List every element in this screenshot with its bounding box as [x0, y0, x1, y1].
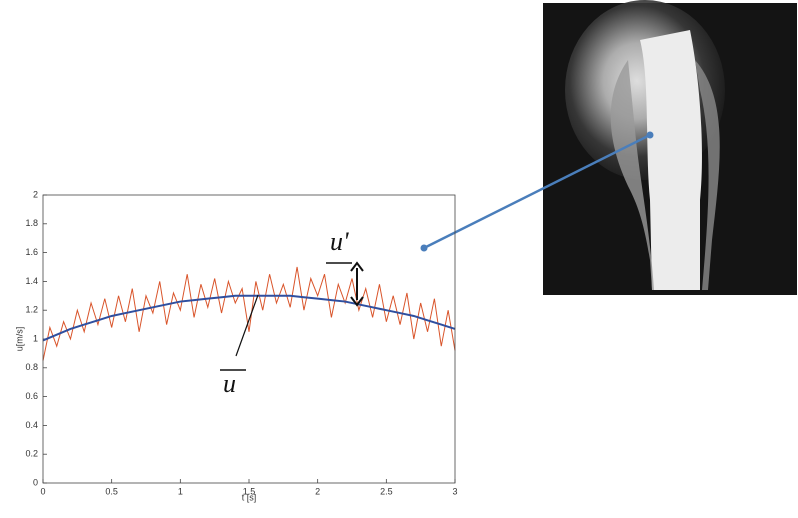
jet-photo: [543, 0, 797, 295]
y-tick-label: 0.8: [25, 362, 38, 372]
y-tick-label: 1.4: [25, 276, 38, 286]
connector-line: [423, 133, 651, 250]
y-tick-label: 0: [33, 477, 38, 487]
y-tick-label: 2: [33, 189, 38, 199]
x-tick-label: 1.5: [243, 486, 256, 496]
annotation-pointer: [235, 294, 259, 357]
plot: 0 0.5 1 1.5 2 2.5 3 0 0.2 0.4 0.6 0.8 1 1.2 1.4 1.6 1.8 2: [25, 189, 457, 496]
x-tick-label: 2.5: [380, 486, 393, 496]
connector-dot: [420, 244, 428, 252]
plot-frame: [42, 194, 456, 484]
x-tick-label: 3: [452, 486, 457, 496]
series-line: [42, 266, 456, 361]
connector-dot: [646, 131, 654, 139]
y-tick-label: 0.4: [25, 420, 38, 430]
y-tick-label: 1.6: [25, 247, 38, 257]
x-tick-label: 2: [315, 486, 320, 496]
x-tick-label: 0: [40, 486, 45, 496]
y-tick-label: 0.2: [25, 449, 38, 459]
x-tick-label: 0.5: [105, 486, 118, 496]
annotation-fluctuation: u': [330, 227, 349, 256]
y-tick-label: 1: [33, 333, 38, 343]
annotation-mean: u: [223, 369, 236, 398]
x-tick-label: 1: [178, 486, 183, 496]
series-line: [42, 294, 456, 342]
y-tick-label: 0.6: [25, 391, 38, 401]
y-tick-label: 1.8: [25, 218, 38, 228]
annotation-arrowheads: [350, 261, 364, 307]
y-axis-label: u[m/s]: [14, 327, 24, 352]
y-tick-label: 1.2: [25, 305, 38, 315]
x-axis-label: t [s]: [242, 492, 257, 502]
